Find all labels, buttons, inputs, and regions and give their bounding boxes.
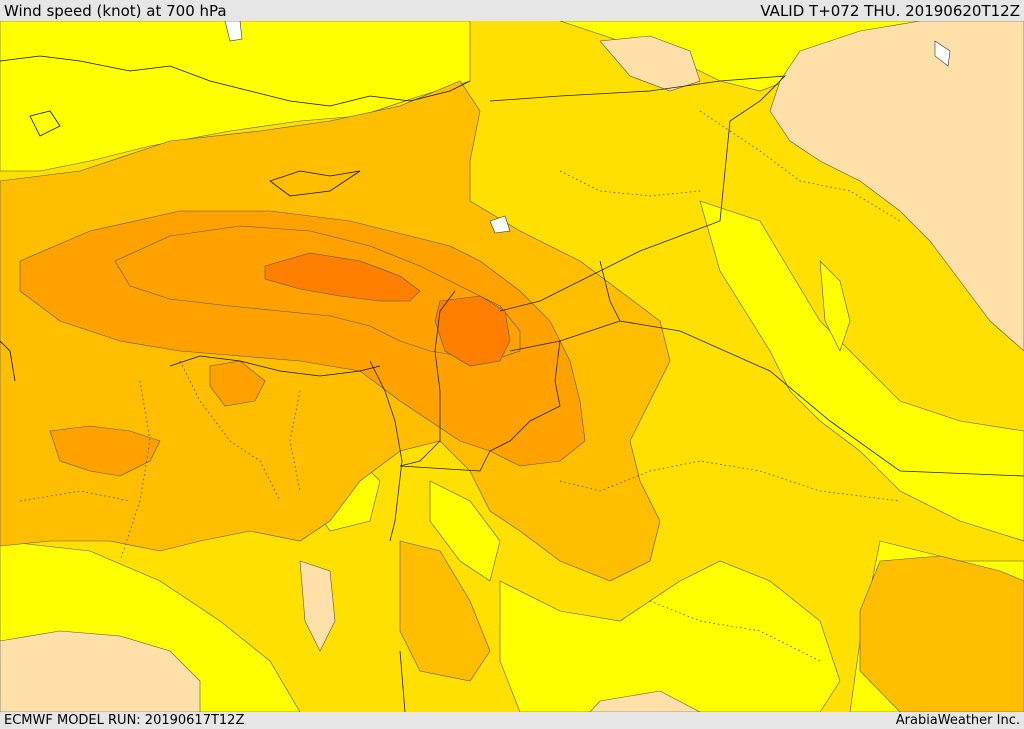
map-canvas (0, 21, 1024, 712)
model-run: ECMWF MODEL RUN: 20190617T12Z (4, 713, 245, 728)
coastlines (0, 55, 471, 382)
footer-bar: ECMWF MODEL RUN: 20190617T12Z ArabiaWeat… (0, 712, 1024, 729)
valid-time: VALID T+072 THU. 20190620T12Z (760, 2, 1020, 20)
map-title: Wind speed (knot) at 700 hPa (4, 2, 227, 20)
header-bar: Wind speed (knot) at 700 hPa VALID T+072… (0, 0, 1024, 21)
band-weakest (0, 21, 1024, 712)
water-bodies (224, 21, 951, 234)
country-borders (369, 75, 1024, 712)
credit: ArabiaWeather Inc. (895, 713, 1020, 728)
band-strongest (114, 225, 521, 367)
province-borders (19, 110, 901, 662)
wind-speed-map[interactable] (0, 21, 1024, 712)
